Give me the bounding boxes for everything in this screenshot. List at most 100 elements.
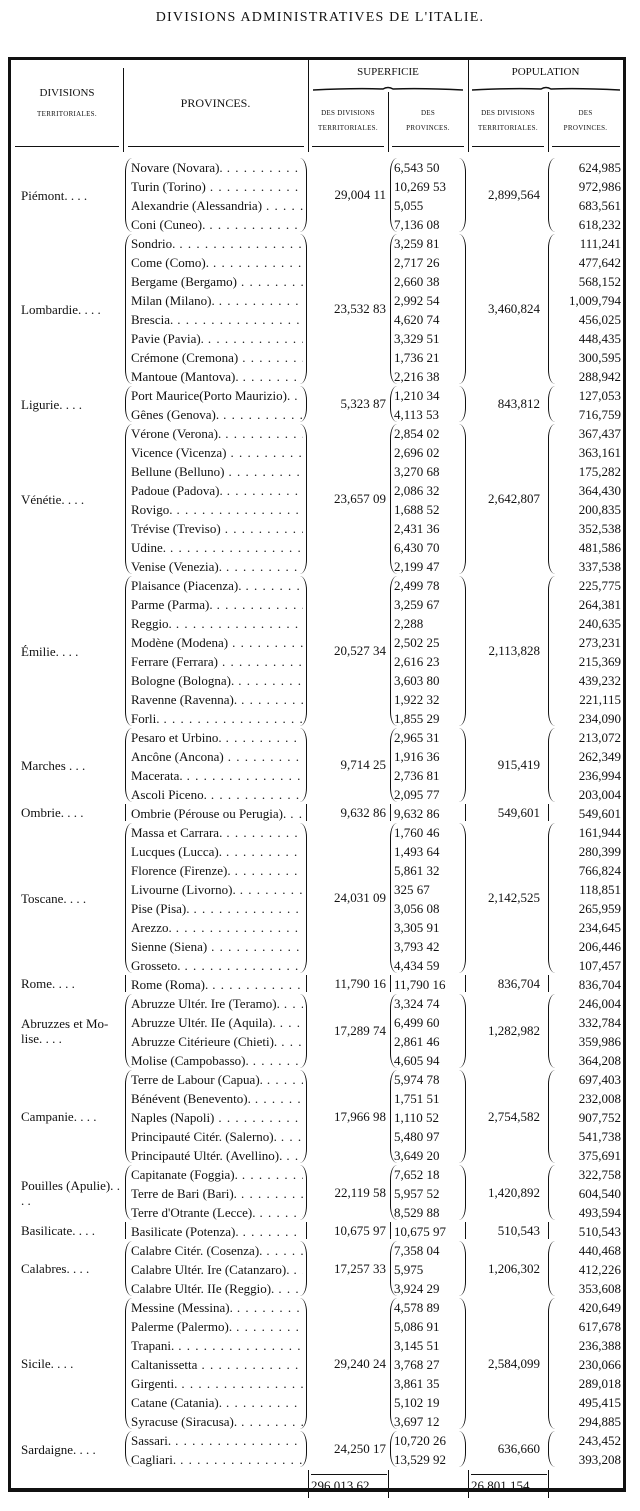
- province-population: 236,388: [578, 1337, 621, 1353]
- division-label: Sardaigne.: [21, 1442, 96, 1457]
- province-row: Abruzze Citérieure (Chieti).: [126, 1032, 306, 1051]
- division-population: 1,282,982: [488, 1023, 540, 1038]
- province-list: Abruzze Ultér. Ire (Teramo). Abruzze Ulté…: [125, 994, 307, 1068]
- province-population: 353,608: [578, 1280, 621, 1296]
- province-superficie: 8,529 88: [394, 1204, 440, 1220]
- province-population-list: 111,241 477,642 568,152 1,009,794 456,025 448…: [548, 234, 621, 384]
- column-divider: [308, 1470, 309, 1498]
- header-provinces: PROVINCES.: [180, 96, 251, 110]
- province-row: Livourne (Livorno).: [126, 880, 306, 899]
- division-name: Calabres.: [11, 1240, 121, 1297]
- province-list: Vérone (Verona). Vicence (Vicenza) Bellune…: [125, 424, 307, 574]
- province-name: Syracuse (Siracusa).: [131, 1413, 238, 1429]
- dot-leader: [206, 179, 303, 195]
- province-name: Ombrie (Pérouse ou Perugia).: [131, 805, 287, 821]
- province-population-list: 243,452 393,208: [548, 1431, 621, 1467]
- province-name: Vérone (Verona).: [131, 425, 222, 441]
- province-row: Port Maurice(Porto Maurizio).: [126, 386, 306, 405]
- province-row: Principauté Citér. (Salerno).: [126, 1127, 306, 1146]
- division-superficie: 29,004 11: [334, 187, 386, 202]
- dot-leader: [172, 920, 303, 936]
- province-population: 493,594: [578, 1204, 621, 1220]
- province-list: Port Maurice(Porto Maurizio). Gênes (Geno…: [125, 386, 307, 422]
- province-row: Mantoue (Mantova).: [126, 367, 306, 386]
- province-population-list: 225,775 264,381 240,635 273,231 215,369 439,2…: [548, 576, 621, 726]
- province-superficie: 2,199 47: [394, 558, 440, 574]
- division-superficie: 17,257 33: [334, 1260, 386, 1276]
- province-superficie: 5,102 19: [394, 1394, 440, 1410]
- province-superficie-list: 1,210 34 4,113 53: [390, 386, 466, 422]
- province-name: Pise (Pisa).: [131, 900, 190, 916]
- province-superficie: 2,216 38: [394, 368, 440, 384]
- province-superficie: 5,055: [394, 197, 424, 213]
- province-row: Capitanate (Foggia).: [126, 1165, 306, 1184]
- header-text: PROVINCES.: [406, 124, 450, 132]
- province-row: Venise (Venezia).: [126, 557, 306, 576]
- province-row: Bénévent (Benevento).: [126, 1089, 306, 1108]
- dot-leader: [262, 1243, 303, 1259]
- header-superficie: SUPERFICIE: [357, 66, 419, 78]
- italy-divisions-table: DIVISIONS TERRITORIALES. PROVINCES. SUPE…: [8, 57, 626, 1498]
- division-superficie: 9,714 25: [340, 757, 387, 772]
- province-row: Syracuse (Siracusa).: [126, 1412, 306, 1431]
- dot-leader: [222, 825, 303, 841]
- division-label: Toscane.: [21, 891, 86, 906]
- province-superficie-list: 2,854 02 2,696 02 3,270 68 2,086 32 1,688 52…: [390, 424, 466, 574]
- dot-leader: [238, 350, 303, 366]
- province-row: Gênes (Genova).: [126, 405, 306, 424]
- province-name: Terre d'Otrante (Lecce).: [131, 1204, 256, 1220]
- division-name: Piémont.: [11, 157, 121, 233]
- header-divisions: DIVISIONS: [39, 87, 95, 99]
- division-superficie: 29,240 24: [334, 1355, 386, 1371]
- province-population: 236,994: [578, 767, 621, 783]
- province-superficie: 2,992 54: [394, 292, 440, 308]
- province-name: Messine (Messina).: [131, 1299, 233, 1315]
- dot-leader: [208, 977, 303, 993]
- division-name: Sicile.: [11, 1297, 121, 1430]
- province-population: 440,468: [578, 1242, 621, 1258]
- province-population: 118,851: [579, 881, 621, 897]
- province-list: Calabre Citér. (Cosenza). Calabre Ultér. …: [125, 1241, 307, 1296]
- division-group: Toscane. Massa et Carrara. Lucques (Lucca)…: [11, 822, 623, 974]
- dot-leader: [231, 863, 303, 879]
- province-name: Principauté Citér. (Salerno).: [131, 1128, 277, 1144]
- province-superficie-list: 2,499 78 3,259 67 2,288 2,502 25 2,616 23 3,6…: [390, 576, 466, 726]
- province-population: 289,018: [578, 1375, 621, 1391]
- dot-leader: [173, 502, 303, 518]
- province-name: Port Maurice(Porto Maurizio).: [131, 387, 291, 403]
- province-row: Abruzze Ultér. IIe (Aquila).: [126, 1013, 306, 1032]
- division-label: Pouilles (Apu­lie).: [21, 1178, 121, 1208]
- dot-leader: [207, 787, 303, 803]
- dot-leader: [274, 1281, 303, 1297]
- province-population: 541,738: [578, 1128, 621, 1144]
- dot-leader: [171, 1433, 303, 1449]
- division-superficie: 24,250 17: [334, 1441, 386, 1456]
- province-superficie: 3,329 51: [394, 330, 440, 346]
- division-label: Rome.: [21, 976, 75, 991]
- province-population: 568,152: [578, 273, 621, 289]
- province-list: Ombrie (Pérouse ou Perugia).: [125, 804, 307, 821]
- dot-leader: [209, 255, 303, 271]
- division-name: Lombardie.: [11, 233, 121, 385]
- dot-leader: [222, 1395, 303, 1411]
- province-row: Girgenti.: [126, 1374, 306, 1393]
- province-name: Ferrare (Ferrara): [131, 653, 218, 669]
- province-name: Turin (Torino): [131, 178, 206, 194]
- header-text: DES: [420, 109, 436, 117]
- dot-leader: [277, 1034, 303, 1050]
- division-label: Vénétie.: [21, 492, 84, 507]
- province-population: 836,704: [578, 976, 621, 992]
- total-rule: [311, 1474, 387, 1475]
- province-superficie: 2,616 23: [394, 653, 440, 669]
- province-name: Abruzze Citérieure (Chieti).: [131, 1033, 278, 1049]
- province-name: Lucques (Lucca).: [131, 843, 222, 859]
- province-name: Girgenti.: [131, 1375, 178, 1391]
- column-divider: [123, 68, 124, 152]
- province-population: 107,457: [578, 957, 621, 973]
- province-superficie: 10,675 97: [394, 1223, 446, 1239]
- province-superficie-list: 11,790 16: [390, 975, 466, 992]
- column-divider: [468, 60, 469, 152]
- province-name: Padoue (Padova).: [131, 482, 223, 498]
- province-superficie: 3,793 42: [394, 938, 440, 954]
- dot-leader: [223, 160, 303, 176]
